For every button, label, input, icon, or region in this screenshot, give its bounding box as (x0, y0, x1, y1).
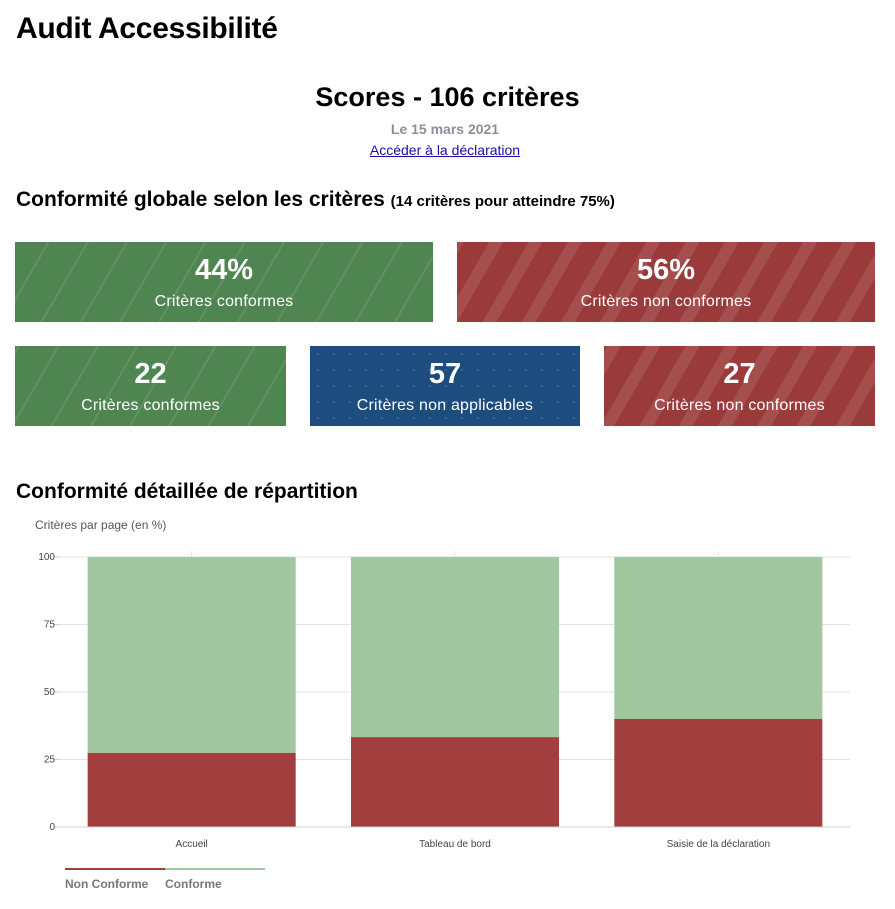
bar-conforme (87, 557, 296, 753)
compliant-count-label: Critères conformes (81, 397, 220, 414)
declaration-link[interactable]: Accéder à la déclaration (369, 142, 521, 158)
stacked-bar-chart: 0 25 50 75 100 Accueil Tableau de bord Saisie d… (38, 551, 850, 850)
legend-item-non-conforme[interactable]: Non Conforme (65, 866, 165, 896)
legend-label-non-conforme: Non Conforme (65, 877, 149, 891)
not-applicable-count-value: 57 (428, 358, 462, 390)
compliant-percent-card: 44% Critères conformes (15, 242, 433, 322)
compliant-percent-value: 44% (194, 254, 254, 286)
bar-non-conforme (614, 719, 823, 827)
scores-title: Scores - 106 critères (315, 82, 580, 112)
chart-legend: Non Conforme Conforme (65, 866, 265, 896)
compliant-count-card: 22 Critères conformes (15, 346, 286, 426)
bar-conforme (614, 557, 823, 719)
x-tick-label: Accueil (176, 839, 208, 850)
noncompliant-percent-card: 56% Critères non conformes (457, 242, 875, 322)
noncompliant-count-card: 27 Critères non conformes (604, 346, 875, 426)
page-title: Audit Accessibilité (16, 12, 278, 45)
y-tick-label: 50 (44, 687, 56, 698)
compliant-percent-label: Critères conformes (154, 293, 294, 310)
x-tick-label: Saisie de la déclaration (667, 839, 770, 850)
legend-label-conforme: Conforme (165, 877, 222, 891)
x-tick-label: Tableau de bord (419, 839, 491, 850)
noncompliant-count-value: 27 (723, 358, 756, 390)
global-compliance-note: (14 critères pour atteindre 75%) (390, 193, 615, 210)
declaration-link-container: Accéder à la déclaration (0, 142, 890, 158)
y-tick-label: 100 (38, 552, 55, 563)
audit-date: Le 15 mars 2021 (390, 121, 500, 137)
detailed-compliance-heading: Conformité détaillée de répartition (16, 480, 358, 503)
not-applicable-count-card: 57 Critères non applicables (310, 346, 580, 426)
compliant-count-value: 22 (134, 358, 167, 390)
noncompliant-count-label: Critères non conformes (654, 397, 825, 414)
chart-y-axis-label: Critères par page (en %) (35, 518, 167, 532)
y-tick-label: 0 (49, 822, 55, 833)
legend-swatch-non-conforme (65, 868, 165, 870)
legend-swatch-conforme (165, 868, 265, 870)
noncompliant-percent-label: Critères non conformes (580, 293, 752, 310)
y-tick-label: 75 (44, 620, 56, 631)
bar-non-conforme (87, 752, 296, 827)
legend-item-conforme[interactable]: Conforme (165, 866, 265, 896)
bar-non-conforme (350, 737, 560, 827)
bar-conforme (350, 557, 560, 738)
global-compliance-heading: Conformité globale selon les critères (1… (16, 188, 615, 212)
not-applicable-count-label: Critères non applicables (356, 397, 534, 414)
global-compliance-title: Conformité globale selon les critères (16, 188, 385, 211)
y-tick-label: 25 (44, 755, 56, 766)
noncompliant-percent-value: 56% (636, 254, 696, 286)
